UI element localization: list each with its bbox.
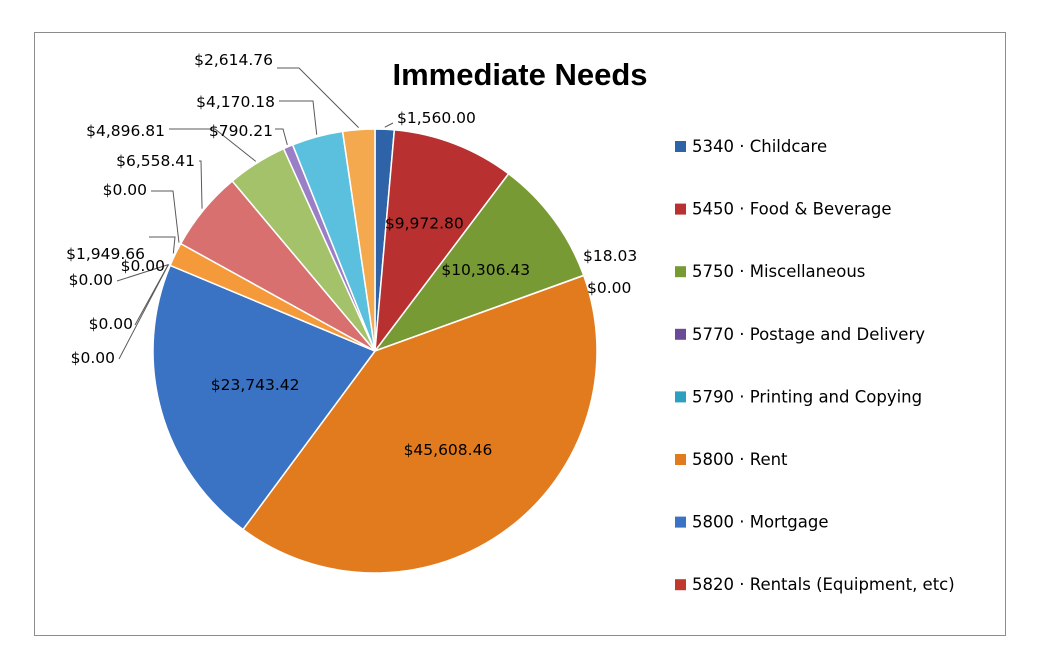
pie-slice: [374, 129, 510, 354]
data-label: $790.21: [209, 122, 273, 140]
pie-slice: [341, 128, 376, 352]
legend-swatch: [675, 328, 686, 340]
legend-label: 5800 · Mortgage: [692, 513, 829, 532]
legend-swatch: [675, 391, 686, 403]
legend-label: 5820 · Rentals (Equipment, etc): [692, 575, 955, 594]
leader-line: [149, 236, 176, 254]
data-label: $1,560.00: [397, 109, 476, 127]
pie-slices: [152, 128, 598, 574]
leader-line: [384, 122, 394, 128]
data-label: $0.00: [69, 271, 113, 289]
data-label: $2,614.76: [194, 51, 273, 69]
pie-slice: [372, 172, 585, 353]
legend-label: 5750 · Miscellaneous: [692, 262, 865, 281]
legend-swatch: [675, 579, 686, 591]
leader-line: [169, 128, 257, 162]
legend-swatch: [675, 454, 686, 465]
leader-line: [277, 67, 359, 128]
legend-label: 5770 · Postage and Delivery: [692, 325, 925, 344]
data-label: $4,170.18: [196, 93, 275, 111]
data-label: $45,608.46: [404, 441, 493, 459]
legend-swatch: [675, 266, 686, 278]
data-label: $0.00: [587, 279, 631, 297]
data-label: $6,558.41: [116, 152, 195, 170]
data-label: $18.03: [583, 247, 637, 265]
data-label: $0.00: [121, 257, 165, 275]
data-label: $4,896.81: [86, 122, 165, 140]
data-label: $10,306.43: [441, 261, 530, 279]
data-label: $9,972.80: [385, 215, 464, 233]
leader-line: [199, 160, 203, 209]
data-labels: $1,560.00$9,972.80$10,306.43$18.03$0.00$…: [66, 51, 637, 459]
leader-line: [118, 264, 169, 360]
pie-chart: Immediate Needs $1,560.00 $9,972.80 $10,30…: [66, 51, 955, 594]
legend: 5340 · Childcare 5450 · Food & Beverage 57…: [675, 137, 955, 594]
leader-line: [151, 190, 180, 243]
legend-label: 5340 · Childcare: [692, 137, 827, 156]
leader-line: [275, 128, 288, 145]
legend-label: 5450 · Food & Beverage: [692, 200, 892, 219]
leader-line: [116, 264, 169, 282]
legend-label: 5800 · Rent: [692, 450, 788, 469]
data-label: $0.00: [71, 349, 115, 367]
data-label: $1,949.66: [66, 245, 145, 263]
pie-slice: [241, 274, 598, 574]
legend-swatch: [675, 516, 686, 528]
data-label: $0.00: [103, 181, 147, 199]
pie-slice: [152, 264, 377, 531]
leader-line: [279, 100, 318, 135]
data-label: $23,743.42: [211, 376, 300, 394]
data-label: $0.00: [89, 315, 133, 333]
legend-label: 5790 · Printing and Copying: [692, 387, 922, 406]
chart-frame: Immediate Needs $1,560.00 $9,972.80 $10,30…: [34, 32, 1006, 636]
chart-title: Immediate Needs: [393, 57, 648, 92]
leader-lines: [116, 67, 394, 360]
legend-swatch: [675, 141, 686, 152]
legend-swatch: [675, 203, 686, 215]
